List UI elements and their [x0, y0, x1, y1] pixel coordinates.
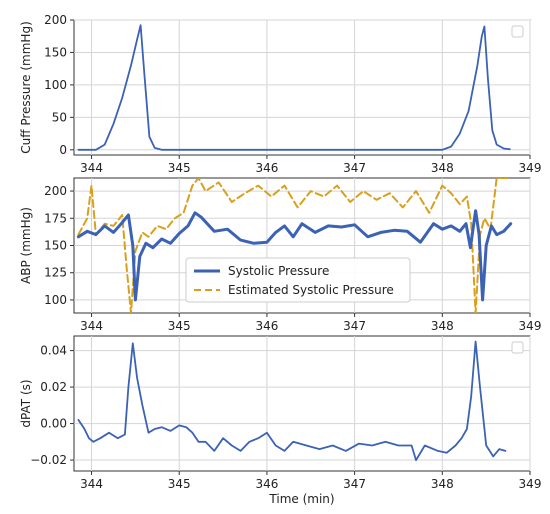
- x-tick-label: 344: [80, 161, 103, 175]
- y-tick-label: −0.02: [30, 453, 67, 467]
- series-line-systolic-pressure: [76, 209, 513, 302]
- x-tick-label: 346: [255, 477, 278, 491]
- y-tick-label: 150: [44, 45, 67, 59]
- y-tick-label: 0: [59, 143, 67, 157]
- x-tick-label: 345: [168, 161, 191, 175]
- y-tick-label: 0.02: [40, 380, 67, 394]
- y-tick-label: 125: [44, 266, 67, 280]
- x-tick-label: 348: [431, 477, 454, 491]
- y-tick-label: 100: [44, 78, 67, 92]
- y-tick-label: 200: [44, 184, 67, 198]
- x-tick-label: 346: [255, 319, 278, 333]
- series-line-estimated-systolic-pressure: [77, 178, 512, 313]
- x-tick-label: 344: [80, 477, 103, 491]
- y-tick-label: 200: [44, 13, 67, 27]
- x-tick-label: 349: [519, 319, 542, 333]
- y-axis-label: dPAT (s): [19, 379, 33, 427]
- plot-area: [73, 335, 531, 472]
- y-tick-label: 100: [44, 293, 67, 307]
- y-tick-label: 50: [52, 110, 67, 124]
- x-tick-label: 349: [519, 477, 542, 491]
- dpat-panel: 344 345 346 347 348 349 −0.02 0.00 0.02 0.04 dPAT …: [19, 335, 542, 506]
- series-line-2: [77, 340, 507, 462]
- x-tick-label: 348: [431, 319, 454, 333]
- legend-box: [185, 257, 411, 303]
- x-tick-label: 347: [343, 477, 366, 491]
- legend-box: [511, 25, 524, 38]
- abp-panel: 344 345 346 347 348 349 100 125 150 175 200 ABP (mm…: [19, 177, 542, 333]
- x-tick-label: 345: [168, 477, 191, 491]
- y-tick-label: 150: [44, 239, 67, 253]
- legend-label: Estimated Systolic Pressure: [228, 283, 394, 297]
- series-line-0: [77, 24, 511, 151]
- legend-box: [511, 341, 524, 354]
- x-tick-label: 346: [255, 161, 278, 175]
- x-tick-label: 345: [168, 319, 191, 333]
- y-axis-label: Cuff Pressure (mmHg): [19, 21, 33, 154]
- x-tick-label: 347: [343, 319, 366, 333]
- cuff-pressure-panel: 344 345 346 347 348 349 0 50 100 150 200 Cuff Press…: [19, 13, 541, 175]
- x-tick-label: 344: [80, 319, 103, 333]
- series-group: [76, 178, 513, 313]
- x-axis-label: Time (min): [268, 492, 334, 506]
- x-tick-label: 348: [431, 161, 454, 175]
- y-tick-label: 175: [44, 211, 67, 225]
- x-tick-label: 347: [343, 161, 366, 175]
- x-tick-label: 349: [519, 161, 542, 175]
- y-axis-label: ABP (mmHg): [19, 207, 33, 284]
- series-group: [77, 340, 507, 462]
- plot-area: [73, 19, 531, 156]
- series-group: [77, 24, 511, 151]
- y-tick-label: 0.04: [40, 344, 67, 358]
- y-tick-label: 0.00: [40, 417, 67, 431]
- legend-label: Systolic Pressure: [228, 264, 329, 278]
